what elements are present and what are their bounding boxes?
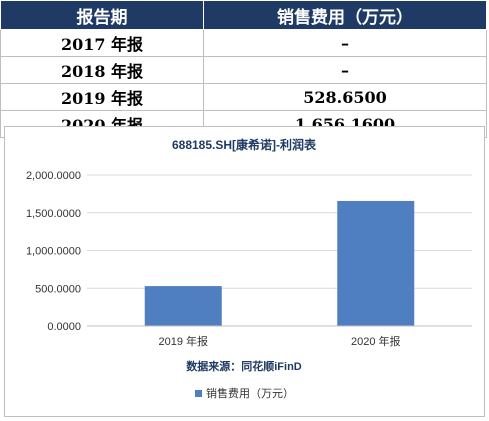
legend-label: 销售费用（万元） <box>206 386 294 400</box>
x-tick-label: 2019 年报 <box>158 334 208 348</box>
chart-container: 688185.SH[康希诺]-利润表 0.0000 500.0000 1,000.0… <box>4 126 485 417</box>
row-period: 2018 年报 <box>0 56 204 84</box>
sales-expense-table: 报告期 销售费用（万元） 2017 年报 – 2018 年报 – 2019 年报… <box>0 0 487 138</box>
x-axis-ticks: 2019 年报 2020 年报 <box>158 334 400 348</box>
header-period: 报告期 <box>0 0 204 30</box>
header-sales-expense: 销售费用（万元） <box>203 0 487 30</box>
bar-chart: 688185.SH[康希诺]-利润表 0.0000 500.0000 1,000.0… <box>26 137 472 400</box>
y-tick-label: 0.0000 <box>47 321 81 333</box>
legend-swatch <box>195 390 202 397</box>
chart-title: 688185.SH[康希诺]-利润表 <box>172 137 317 152</box>
row-value: – <box>203 29 487 57</box>
row-period: 2019 年报 <box>0 83 204 111</box>
x-tick-label: 2020 年报 <box>351 334 401 348</box>
y-tick-label: 1,500.0000 <box>26 208 81 220</box>
y-axis-ticks: 0.0000 500.0000 1,000.0000 1,500.0000 2,000.… <box>26 170 81 333</box>
y-tick-label: 1,000.0000 <box>26 246 81 258</box>
bars <box>144 200 415 326</box>
y-tick-label: 500.0000 <box>35 283 81 295</box>
table-row: 2018 年报 – <box>0 56 487 84</box>
table-row: 2019 年报 528.6500 <box>0 83 487 111</box>
row-value: – <box>203 56 487 84</box>
row-value: 528.6500 <box>203 83 487 111</box>
bar <box>337 200 415 326</box>
table-row: 2017 年报 – <box>0 29 487 57</box>
source-note: 数据来源：同花顺iFinD <box>186 359 302 373</box>
row-period: 2017 年报 <box>0 29 204 57</box>
bar <box>144 286 222 326</box>
y-tick-label: 2,000.0000 <box>26 170 81 182</box>
table-header-row: 报告期 销售费用（万元） <box>0 0 487 30</box>
